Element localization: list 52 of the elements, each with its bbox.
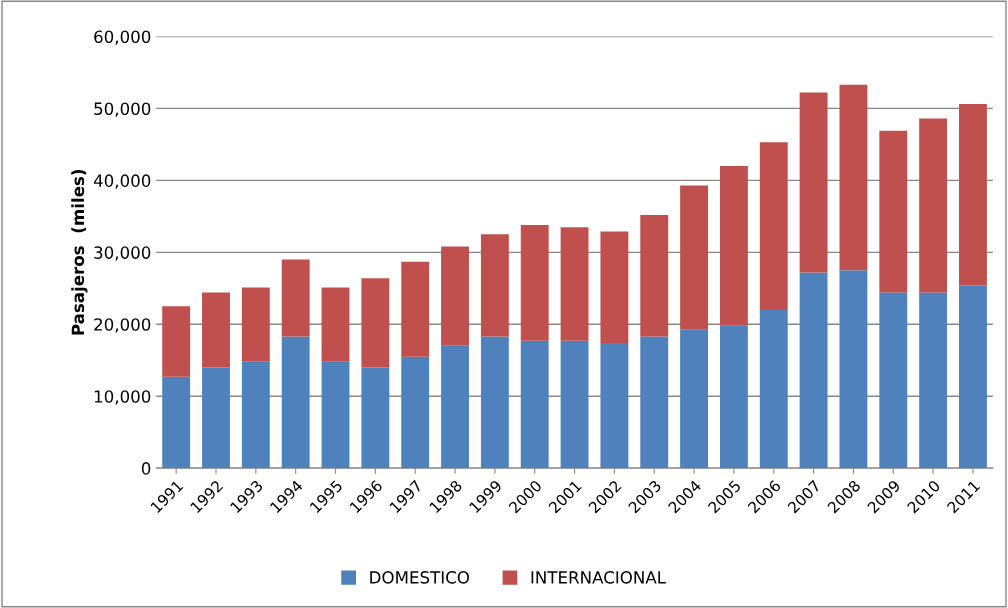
bar bbox=[839, 270, 868, 469]
bar bbox=[719, 325, 748, 469]
legend-label: INTERNACIONAL bbox=[531, 571, 666, 584]
bar bbox=[959, 285, 987, 469]
bar bbox=[799, 272, 828, 469]
bar bbox=[879, 292, 908, 469]
bar bbox=[202, 367, 230, 469]
bar bbox=[640, 214, 669, 337]
bar bbox=[401, 356, 430, 469]
y-tick-label: 60,000 bbox=[94, 30, 151, 45]
bar bbox=[719, 165, 748, 326]
bar bbox=[879, 130, 908, 293]
bar bbox=[799, 92, 828, 273]
bar bbox=[441, 345, 469, 469]
bar bbox=[919, 292, 948, 469]
y-tick-label: 50,000 bbox=[94, 102, 151, 117]
bar bbox=[520, 340, 549, 469]
bar bbox=[281, 336, 310, 469]
bar bbox=[759, 142, 788, 310]
y-tick-label: 20,000 bbox=[94, 318, 151, 333]
bar bbox=[361, 367, 390, 469]
legend-label: DOMESTICO bbox=[370, 571, 469, 584]
bar bbox=[480, 336, 509, 469]
y-axis-title: Pasajeros (miles) bbox=[71, 169, 88, 335]
bar bbox=[321, 361, 350, 469]
bar bbox=[241, 287, 270, 362]
bar bbox=[361, 278, 390, 368]
y-tick-label: 30,000 bbox=[94, 246, 151, 261]
bar bbox=[560, 227, 589, 341]
bar bbox=[640, 336, 669, 469]
y-tick-label: 10,000 bbox=[94, 390, 151, 405]
bar bbox=[680, 329, 709, 469]
y-tick-label: 40,000 bbox=[93, 174, 151, 189]
bar bbox=[520, 224, 549, 341]
bar bbox=[759, 309, 788, 469]
bar bbox=[480, 234, 509, 337]
bar bbox=[919, 118, 948, 293]
bar bbox=[441, 246, 469, 346]
bar bbox=[600, 231, 629, 343]
bar bbox=[321, 287, 350, 362]
bar bbox=[600, 342, 629, 469]
bar bbox=[281, 259, 310, 337]
bar bbox=[560, 340, 589, 469]
bar bbox=[162, 376, 191, 469]
bar bbox=[959, 104, 987, 286]
bar bbox=[202, 292, 230, 368]
bar bbox=[401, 261, 430, 357]
y-tick-label: 0 bbox=[141, 462, 151, 475]
bar bbox=[162, 306, 191, 377]
bar bbox=[839, 84, 868, 271]
bar bbox=[680, 185, 709, 330]
bar bbox=[241, 361, 270, 469]
